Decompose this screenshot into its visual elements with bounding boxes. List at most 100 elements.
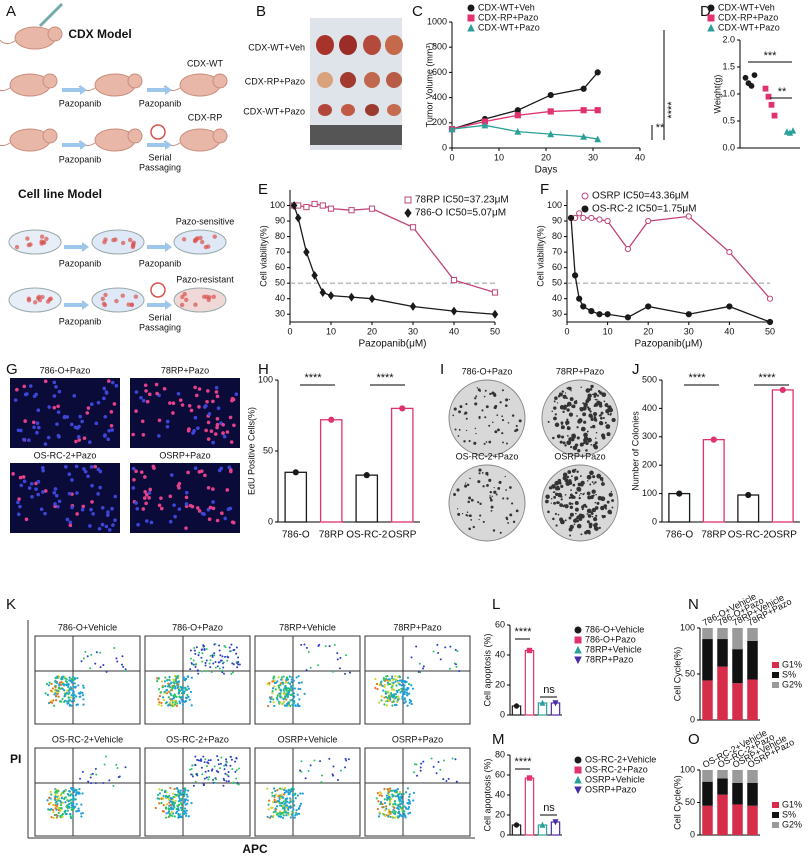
colony [578, 517, 583, 522]
nucleus [197, 387, 202, 391]
event [209, 654, 212, 657]
event [305, 669, 308, 672]
event [381, 684, 384, 688]
nucleus [211, 506, 216, 511]
event [280, 678, 283, 681]
event [61, 697, 64, 701]
event [90, 773, 93, 776]
event [77, 807, 80, 810]
event [217, 763, 220, 766]
event [283, 695, 287, 698]
colony [561, 423, 563, 426]
colony [589, 388, 593, 391]
marker [581, 192, 589, 200]
nucleus [155, 391, 159, 396]
schematic-label: Cell line Model [18, 187, 102, 201]
event [276, 800, 279, 803]
marker [581, 205, 589, 213]
cell [184, 297, 189, 303]
cell [181, 237, 187, 242]
event [274, 681, 278, 684]
colony [567, 408, 570, 411]
event [303, 692, 306, 695]
nucleus [142, 496, 147, 500]
cell [193, 302, 198, 307]
event [299, 802, 303, 806]
fluorescence-image [10, 463, 120, 533]
event [57, 808, 60, 812]
colony [588, 531, 591, 535]
event [189, 649, 192, 652]
event [288, 675, 291, 678]
colony [599, 416, 603, 420]
marker [328, 416, 335, 423]
event [282, 692, 285, 695]
marker [467, 23, 475, 32]
event [57, 686, 60, 689]
colony [464, 411, 468, 415]
event [221, 671, 224, 674]
event [344, 757, 347, 760]
event [283, 788, 286, 791]
event [345, 759, 348, 762]
y-tick-label: 50 [552, 278, 562, 288]
nucleus [147, 496, 151, 500]
event [47, 808, 50, 811]
dish [8, 229, 62, 255]
event [194, 755, 197, 758]
event [383, 683, 386, 686]
event [375, 797, 378, 800]
event [278, 686, 281, 689]
cell [28, 242, 33, 247]
event [52, 699, 55, 702]
event [274, 807, 277, 810]
event [198, 651, 201, 654]
event [194, 666, 197, 669]
event [455, 665, 458, 668]
marker [574, 786, 582, 795]
colony [458, 410, 461, 414]
colony [601, 392, 607, 398]
event [188, 698, 191, 701]
tumor [318, 104, 332, 116]
colony [555, 486, 559, 491]
nucleus [16, 500, 20, 505]
marker [409, 302, 417, 311]
colony [601, 479, 604, 482]
marker [319, 288, 327, 297]
event [170, 808, 173, 811]
event [56, 805, 59, 808]
y-tick-label: 50 [685, 797, 695, 807]
event [99, 651, 102, 654]
event [174, 678, 177, 682]
event [291, 676, 294, 680]
event [73, 693, 76, 697]
colony [508, 398, 510, 401]
event [177, 691, 181, 695]
event [297, 807, 300, 811]
event [397, 689, 400, 692]
event [70, 804, 73, 807]
image-label: 786-O+Pazo [40, 365, 91, 375]
colony [553, 495, 557, 499]
plot-label: 786-O+Pazo [172, 622, 223, 632]
event [57, 795, 60, 798]
nucleus [215, 422, 220, 427]
event [395, 791, 398, 794]
event [164, 794, 168, 797]
event [282, 675, 285, 678]
event [305, 646, 308, 649]
event [454, 648, 457, 651]
marker [574, 645, 582, 654]
event [284, 801, 287, 805]
event [401, 695, 404, 698]
event [185, 809, 188, 812]
nucleus [107, 428, 111, 433]
event [289, 806, 292, 809]
colony [465, 429, 468, 432]
event [160, 801, 163, 805]
event [60, 797, 63, 800]
nucleus [106, 510, 110, 514]
event [74, 794, 77, 797]
marker [368, 205, 376, 212]
